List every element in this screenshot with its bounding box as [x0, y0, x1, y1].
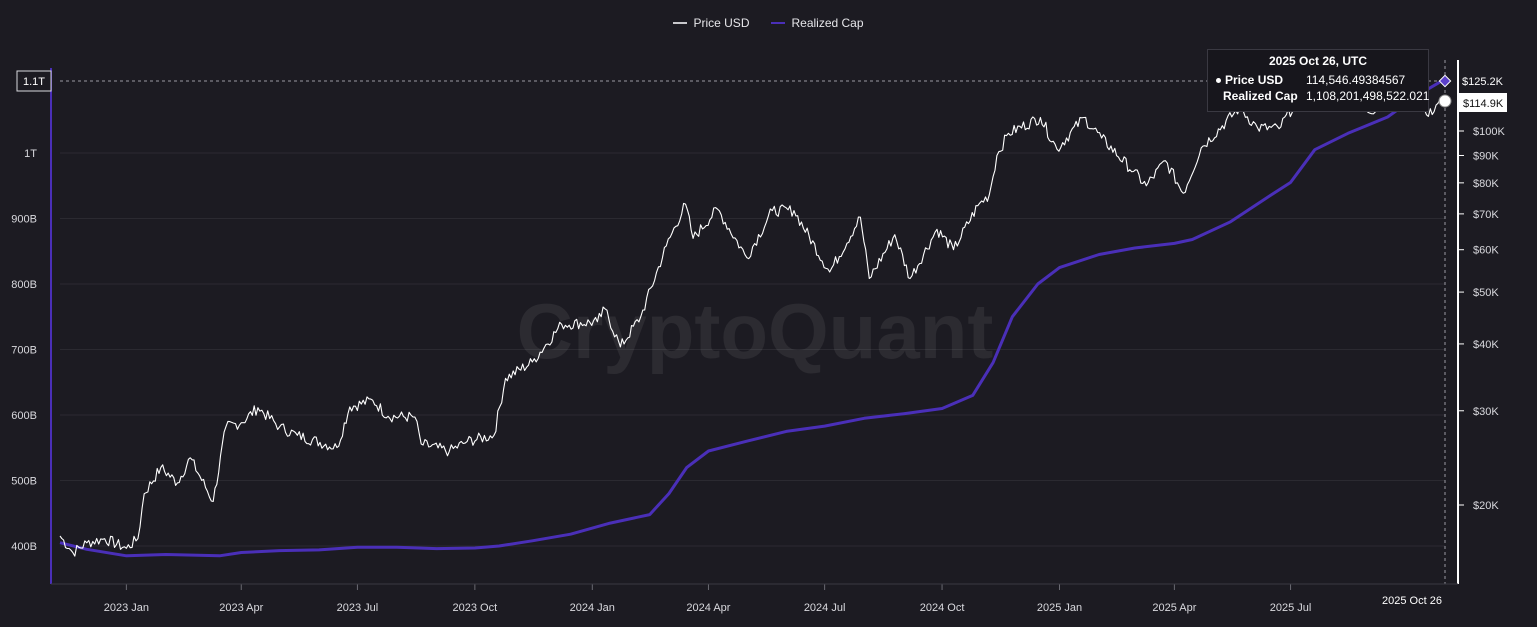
x-tick-label: 2023 Jul — [337, 602, 379, 614]
right-tick-label: $50K — [1473, 287, 1499, 299]
current-price-label: $114.9K — [1459, 93, 1507, 112]
legend-label-realized: Realized Cap — [791, 16, 864, 30]
realized-hover-marker — [1438, 74, 1452, 88]
svg-text:1.1T: 1.1T — [23, 76, 45, 88]
crosshair-date-label: 2025 Oct 26 — [1374, 586, 1450, 612]
x-tick-label: 2024 Jan — [570, 602, 615, 614]
x-tick-label: 2023 Jan — [104, 602, 149, 614]
left-tick-label: 600B — [11, 410, 37, 422]
left-tick-label: 1T — [24, 148, 37, 160]
grid-lines — [60, 152, 1445, 547]
price-marker-label: $125.2K — [1459, 72, 1504, 90]
right-tick-label: $60K — [1473, 245, 1499, 257]
right-tick-label: $40K — [1473, 339, 1499, 351]
tooltip-price-value: 114,546.49384567 — [1306, 73, 1406, 87]
legend-item-realized[interactable]: Realized Cap — [771, 16, 864, 30]
tooltip-realized-name: Realized Cap — [1223, 89, 1298, 103]
legend: Price USD Realized Cap — [0, 16, 1537, 30]
legend-item-price[interactable]: Price USD — [673, 16, 749, 30]
x-tick-label: 2025 Jul — [1270, 602, 1312, 614]
tooltip-price-name: Price USD — [1225, 73, 1284, 87]
hover-markers — [1438, 74, 1452, 108]
legend-label-price: Price USD — [693, 16, 750, 30]
x-tick-label: 2024 Apr — [686, 602, 730, 614]
x-tick-label: 2023 Oct — [453, 602, 498, 614]
right-tick-label: $20K — [1473, 500, 1499, 512]
price-line — [59, 79, 1441, 557]
left-tick-label: 400B — [11, 541, 37, 553]
watermark: CryptoQuant — [517, 287, 994, 375]
tooltip-row-price: Price USD 114,546.49384567 — [1216, 72, 1420, 88]
tooltip: 2025 Oct 26, UTC Price USD 114,546.49384… — [1207, 49, 1429, 112]
right-tick-label: $90K — [1473, 150, 1499, 162]
right-tick-label: $80K — [1473, 178, 1499, 190]
svg-text:$114.9K: $114.9K — [1463, 98, 1504, 110]
x-tick-label: 2025 Apr — [1152, 602, 1196, 614]
realized-swatch — [771, 22, 786, 24]
left-tick-label: 700B — [11, 345, 37, 357]
x-tick-label: 2024 Jul — [804, 602, 846, 614]
price-dot-icon — [1216, 77, 1221, 83]
tooltip-realized-value: 1,108,201,498,522.021 — [1306, 89, 1430, 103]
tooltip-date: 2025 Oct 26, UTC — [1268, 54, 1368, 68]
price-hover-marker — [1438, 94, 1452, 108]
crosshair-left-label: 1.1T — [16, 70, 52, 92]
x-tick-label: 2023 Apr — [219, 602, 263, 614]
left-tick-label: 900B — [11, 214, 37, 226]
price-swatch — [673, 22, 688, 24]
svg-text:$125.2K: $125.2K — [1462, 76, 1504, 88]
left-axis-ticks: 400B 500B 600B 700B 800B 900B 1T — [11, 148, 37, 553]
tooltip-row-realized: Realized Cap 1,108,201,498,522.021 — [1214, 88, 1429, 104]
right-tick-label: $30K — [1473, 406, 1499, 418]
x-axis-ticks: 2023 Jan 2023 Apr 2023 Jul 2023 Oct 2024 Jan… — [51, 583, 1458, 614]
x-tick-label: 2024 Oct — [920, 602, 965, 614]
realized-diamond-icon — [1214, 93, 1220, 99]
left-tick-label: 800B — [11, 279, 37, 291]
left-tick-label: 500B — [11, 476, 37, 488]
right-tick-label: $70K — [1473, 209, 1499, 221]
right-axis-ticks: $20K $30K $40K $50K $60K $70K $80K $90K $100K — [1458, 126, 1505, 512]
right-tick-label: $100K — [1473, 126, 1505, 138]
svg-text:2025 Oct 26: 2025 Oct 26 — [1382, 595, 1442, 607]
x-tick-label: 2025 Jan — [1037, 602, 1082, 614]
realized-cap-line — [59, 80, 1441, 558]
